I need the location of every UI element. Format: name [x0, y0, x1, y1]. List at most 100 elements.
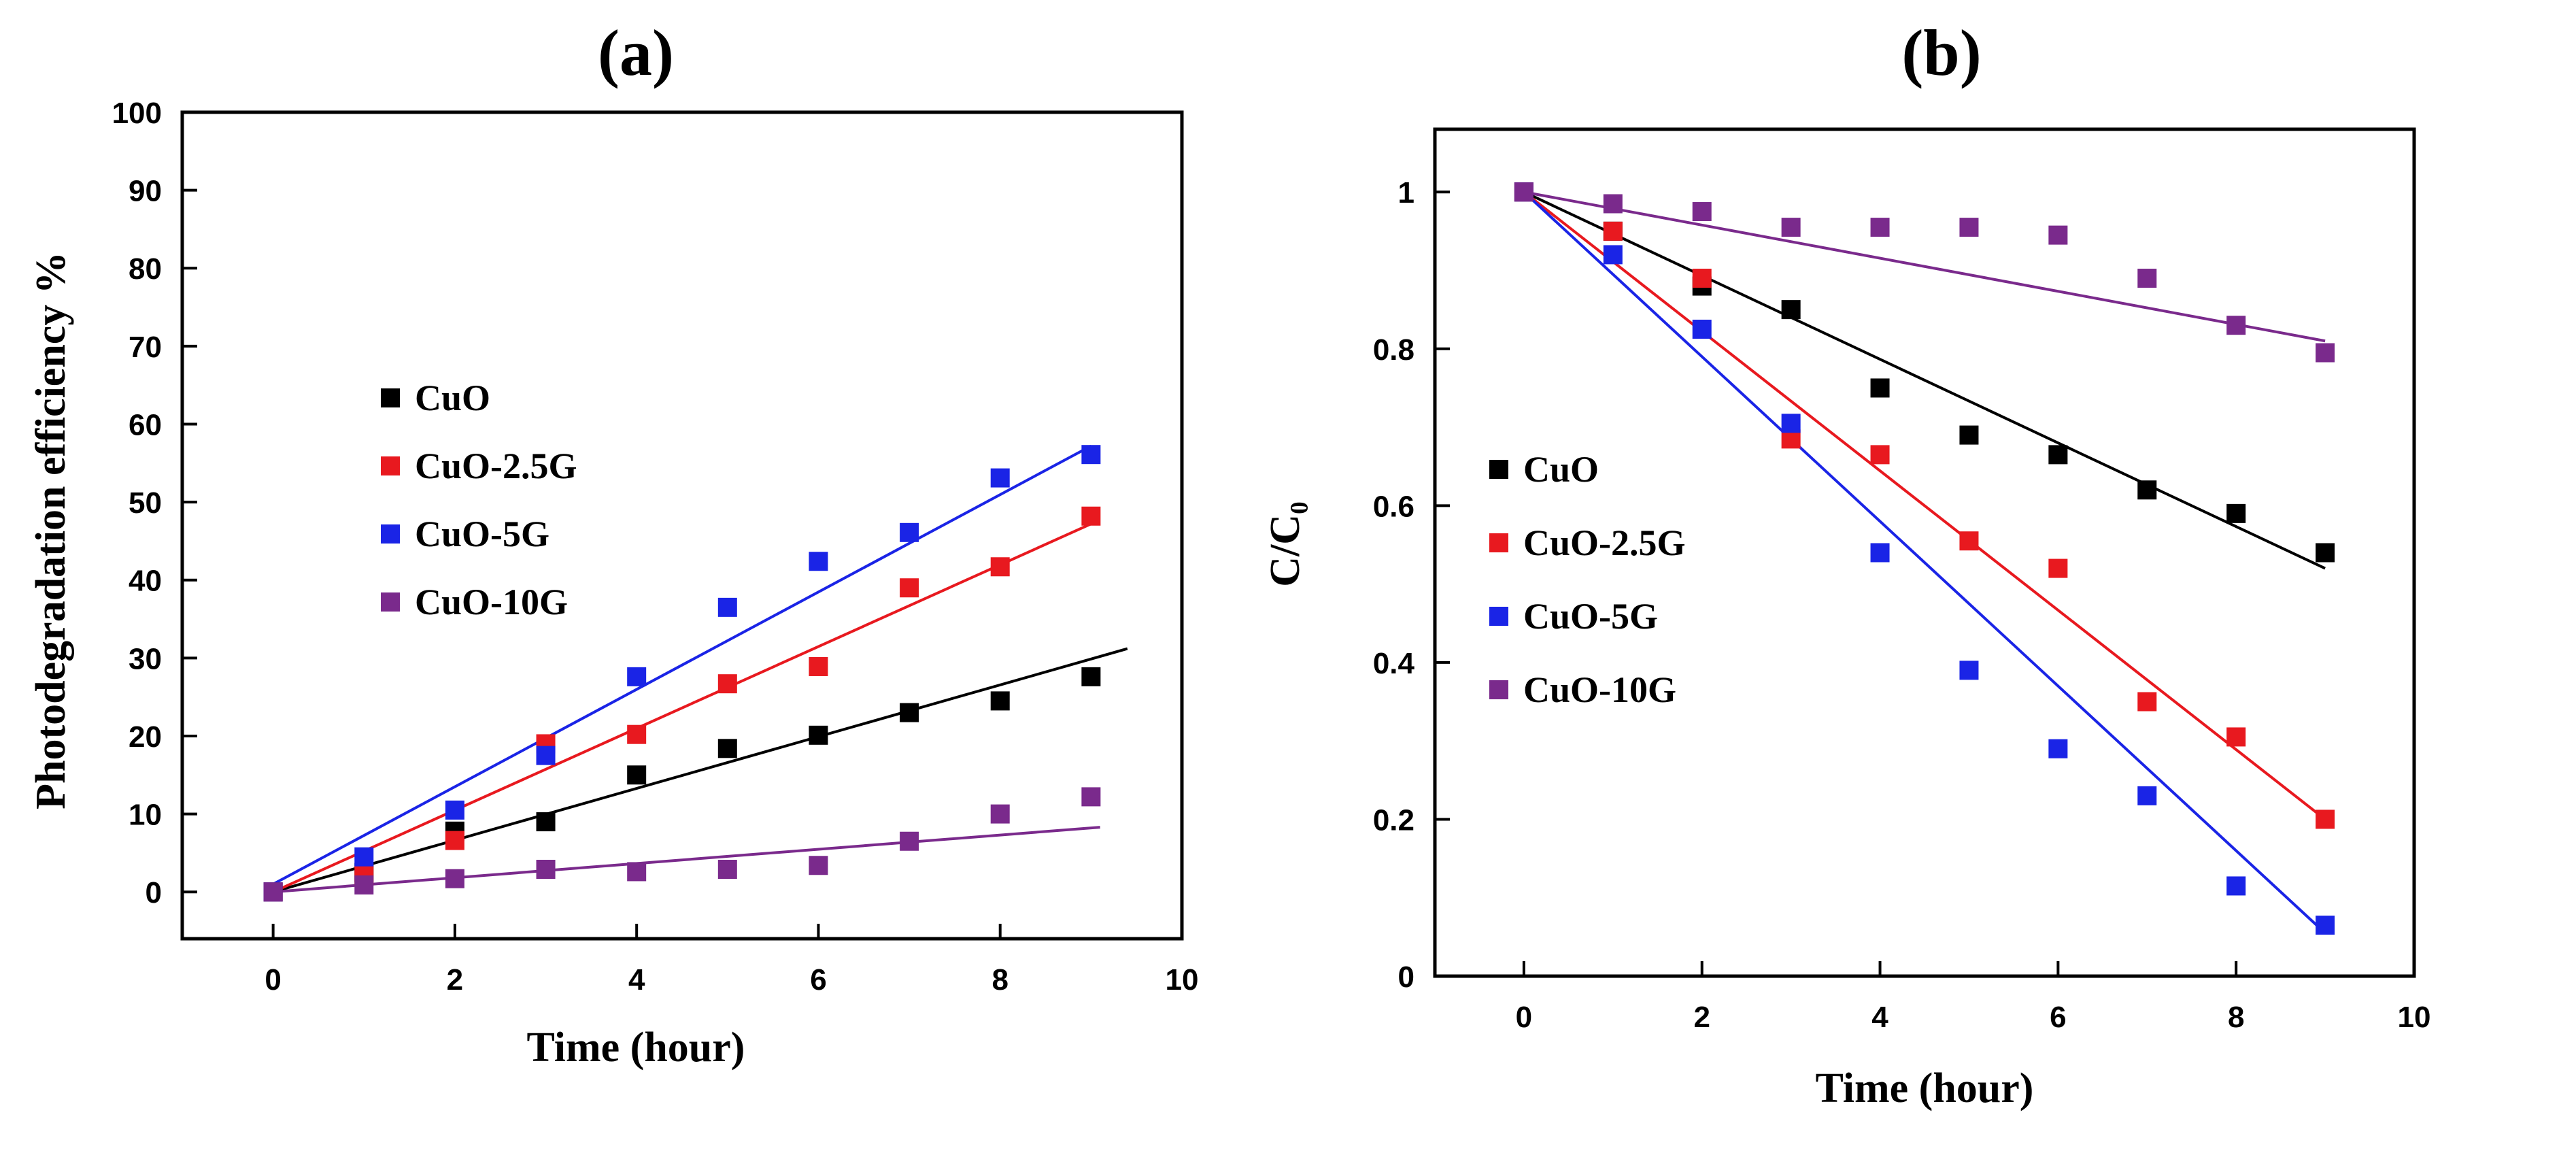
- data-point-a-3-4: [627, 862, 647, 882]
- data-point-b-2-7: [2137, 786, 2157, 805]
- y-tick-label: 50: [129, 486, 162, 520]
- data-point-b-2-1: [1603, 245, 1623, 265]
- x-axis-label-a: Time (hour): [527, 1024, 745, 1071]
- data-point-b-2-6: [2048, 739, 2068, 758]
- legend-label-b-0: CuO: [1523, 449, 1599, 490]
- x-tick-label: 4: [1871, 1001, 1888, 1034]
- data-point-a-1-5: [717, 674, 737, 694]
- legend-label-b-3: CuO-10G: [1523, 669, 1676, 710]
- data-point-a-1-4: [627, 724, 647, 744]
- x-tick-label: 6: [2050, 1001, 2066, 1034]
- data-point-b-0-9: [2316, 543, 2335, 563]
- fit-line-b-3: [1523, 190, 2326, 343]
- y-axis-label-b: C/C₀: [1262, 501, 1308, 586]
- legend-a: CuO CuO-2.5G CuO-5G CuO-10G: [381, 378, 577, 622]
- data-point-a-2-1: [354, 847, 374, 867]
- data-point-b-2-3: [1781, 414, 1801, 433]
- data-point-a-0-6: [809, 725, 828, 745]
- data-point-a-3-0: [263, 882, 283, 902]
- legend-label-a-2: CuO-5G: [415, 514, 549, 554]
- legend-marker-b-2: [1489, 607, 1508, 626]
- data-point-b-3-4: [1870, 218, 1890, 237]
- data-point-a-1-9: [1081, 506, 1101, 526]
- x-tick-label: 8: [992, 963, 1008, 997]
- fit-line-a-0: [273, 647, 1128, 894]
- y-tick-label: 30: [129, 642, 162, 675]
- x-tick-label: 8: [2228, 1001, 2244, 1034]
- data-point-a-2-4: [627, 667, 647, 686]
- x-tick-label: 10: [2398, 1001, 2431, 1034]
- legend-marker-a-0: [381, 388, 400, 407]
- data-point-a-2-7: [900, 522, 919, 542]
- data-point-a-0-4: [627, 765, 647, 785]
- data-point-b-2-8: [2226, 876, 2246, 896]
- data-point-b-2-5: [1959, 661, 1979, 680]
- data-point-b-0-3: [1781, 300, 1801, 320]
- data-point-a-2-9: [1081, 445, 1101, 465]
- data-point-a-2-2: [445, 800, 464, 820]
- data-point-b-0-5: [1959, 425, 1979, 445]
- x-tick-label: 6: [810, 963, 826, 997]
- data-point-b-1-2: [1692, 269, 1712, 288]
- data-point-b-3-3: [1781, 218, 1801, 237]
- data-point-a-3-5: [717, 859, 737, 879]
- data-point-b-3-9: [2316, 343, 2335, 363]
- data-point-b-1-5: [1959, 531, 1979, 551]
- legend-label-b-1: CuO-2.5G: [1523, 522, 1686, 563]
- data-point-b-3-5: [1959, 218, 1979, 237]
- data-point-b-3-1: [1603, 194, 1623, 214]
- data-point-b-0-4: [1870, 378, 1890, 398]
- y-axis-label-a: Photodegradation efficiency %: [28, 252, 74, 809]
- fit-line-b-0: [1523, 190, 2326, 570]
- data-point-b-1-9: [2316, 809, 2335, 829]
- panel-label-b: (b): [1901, 16, 1981, 89]
- data-point-b-3-2: [1692, 202, 1712, 222]
- data-point-a-3-3: [536, 859, 556, 879]
- x-tick-label: 0: [1516, 1001, 1532, 1034]
- legend-label-a-0: CuO: [415, 378, 490, 418]
- data-point-b-3-0: [1514, 182, 1533, 202]
- legend-label-a-3: CuO-10G: [415, 582, 568, 622]
- plot-frame-a: [180, 110, 1184, 941]
- data-points-b: [1514, 182, 2335, 935]
- x-tick-label: 4: [628, 963, 645, 997]
- data-point-a-0-7: [900, 703, 919, 722]
- fit-line-a-2: [272, 444, 1092, 886]
- data-point-b-1-7: [2137, 692, 2157, 712]
- data-point-b-2-4: [1870, 543, 1890, 563]
- data-point-a-2-8: [990, 468, 1010, 488]
- data-point-a-2-3: [536, 746, 556, 765]
- data-point-b-1-1: [1603, 221, 1623, 241]
- legend-marker-b-1: [1489, 533, 1508, 552]
- x-tick-label: 2: [447, 963, 463, 997]
- data-points-a: [263, 445, 1101, 902]
- fit-line-a-1: [272, 522, 1092, 894]
- data-point-a-3-8: [990, 804, 1010, 824]
- fit-lines-a: [272, 444, 1128, 894]
- data-point-b-0-8: [2226, 503, 2246, 523]
- fit-lines-b: [1523, 190, 2326, 935]
- y-tick-label: 80: [129, 252, 162, 286]
- data-point-b-2-2: [1692, 319, 1712, 339]
- data-point-a-3-2: [445, 869, 464, 888]
- data-point-a-1-8: [990, 557, 1010, 577]
- y-tick-label: 70: [129, 331, 162, 364]
- fit-line-a-3: [273, 826, 1100, 894]
- y-tick-label: 10: [129, 799, 162, 832]
- legend-marker-a-1: [381, 456, 400, 475]
- data-point-a-2-6: [809, 552, 828, 571]
- plot-frame-b: [1433, 127, 2416, 978]
- legend-marker-a-3: [381, 592, 400, 612]
- y-tick-label: 0: [146, 876, 162, 909]
- data-point-b-1-6: [2048, 558, 2068, 578]
- fit-line-b-1: [1523, 190, 2326, 821]
- data-point-b-1-8: [2226, 727, 2246, 747]
- data-point-a-0-5: [717, 739, 737, 758]
- data-point-a-1-6: [809, 656, 828, 676]
- data-point-a-0-3: [536, 812, 556, 832]
- data-point-b-1-4: [1870, 445, 1890, 465]
- y-tick-label: 0: [1398, 960, 1414, 994]
